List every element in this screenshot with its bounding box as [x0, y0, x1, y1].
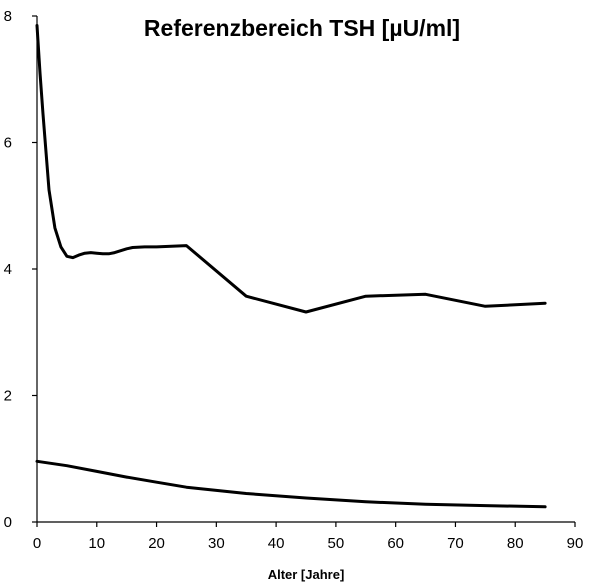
x-tick-label: 40 — [268, 535, 285, 552]
x-tick-label: 30 — [208, 535, 225, 552]
upper-reference-line — [35, 24, 547, 314]
x-tick-label: 10 — [88, 535, 105, 552]
x-axis: 0 10 20 30 40 50 60 70 80 90 — [33, 521, 584, 552]
y-tick-label: 0 — [4, 514, 12, 531]
x-tick-label: 0 — [33, 535, 41, 552]
y-tick-label: 2 — [4, 388, 12, 405]
y-axis: 0 2 4 6 8 — [4, 8, 38, 531]
lower-reference-line — [35, 459, 547, 509]
y-tick-label: 4 — [4, 261, 12, 278]
x-axis-label: Alter [Jahre] — [268, 567, 345, 582]
series-lines — [35, 24, 547, 509]
x-tick-label: 60 — [387, 535, 404, 552]
x-tick-label: 90 — [567, 535, 584, 552]
x-tick-label: 70 — [447, 535, 464, 552]
y-tick-label: 8 — [4, 8, 12, 25]
x-tick-label: 20 — [148, 535, 165, 552]
y-tick-label: 6 — [4, 135, 12, 152]
x-tick-label: 50 — [328, 535, 345, 552]
x-tick-label: 80 — [507, 535, 524, 552]
chart-title: Referenzbereich TSH [µU/ml] — [144, 15, 460, 41]
